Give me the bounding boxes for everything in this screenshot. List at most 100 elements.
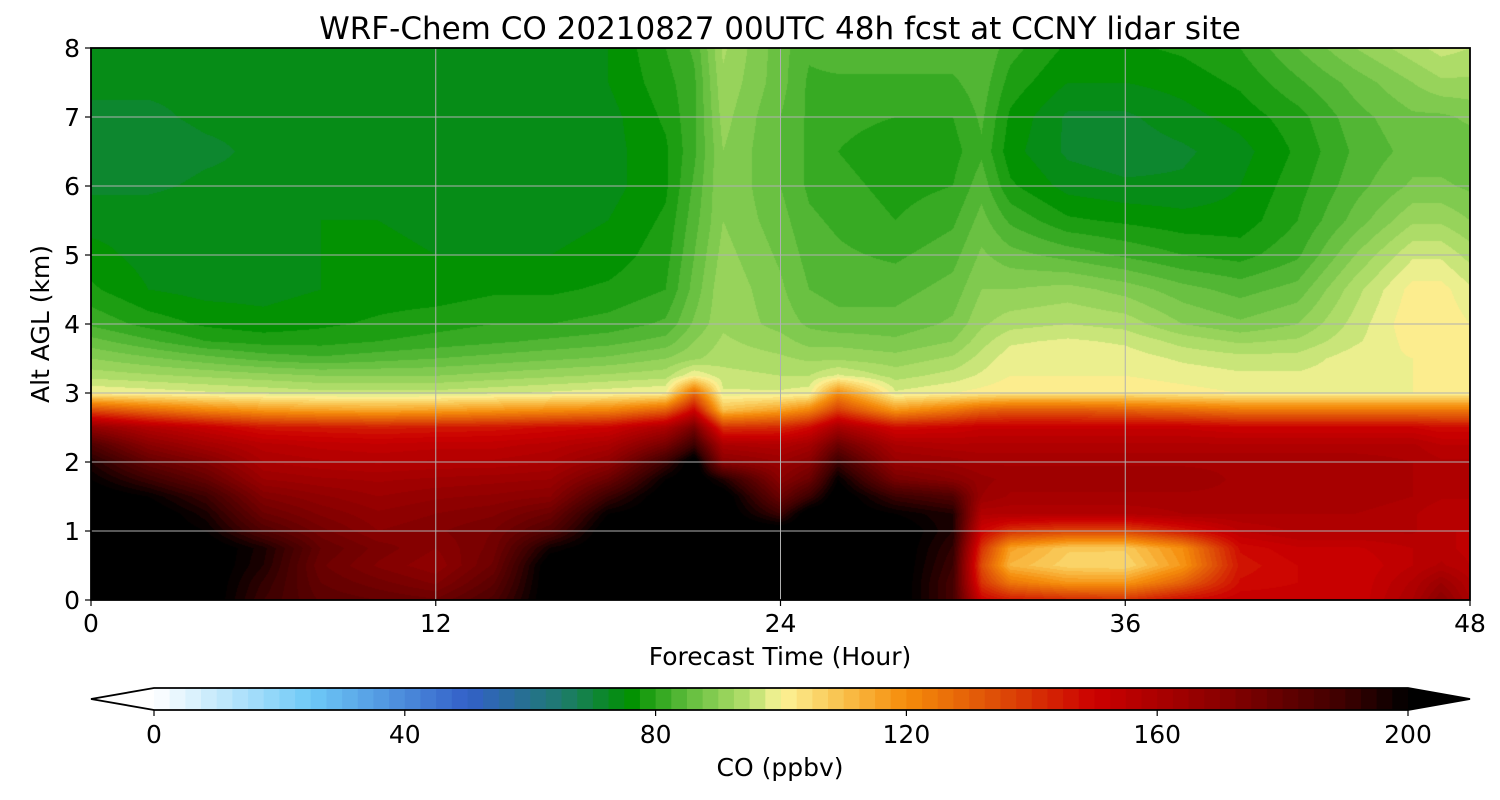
colorbar-bin [1360,688,1378,710]
colorbar-bin [1172,688,1190,710]
colorbar: 0 40 80 120 160 200 [90,687,1471,749]
colorbar-bin [655,688,672,710]
colorbar-bin [859,688,876,710]
colorbar-bin [1157,688,1174,710]
colorbar-bin [812,688,829,710]
colorbar-bin [953,688,970,710]
y-tick-label: 8 [64,34,80,63]
x-tick-label: 12 [420,609,452,638]
colorbar-bin [577,688,594,710]
colorbar-bin [279,688,296,710]
colorbar-bin [1345,688,1362,710]
colorbar-bin [1329,688,1346,710]
colorbar-bin [875,688,892,710]
colorbar-bin [906,688,923,710]
y-tick-label: 0 [64,586,80,615]
colorbar-bin [686,688,704,710]
colorbar-bin [1298,688,1315,710]
x-axis-label: Forecast Time (Hour) [649,642,912,671]
colorbar-tick-label: 120 [883,720,931,749]
colorbar-bin [1376,688,1393,710]
colorbar-bin [1235,688,1252,710]
colorbar-bin [1188,688,1205,710]
colorbar-bin [922,688,939,710]
colorbar-bin [1000,688,1017,710]
colorbar-bin [1282,688,1299,710]
colorbar-bin [1125,688,1143,710]
colorbar-bin [1392,688,1409,710]
y-tick-label: 5 [64,241,80,270]
y-axis-label: Alt AGL (km) [26,245,55,403]
colorbar-bin [969,688,986,710]
colorbar-tick-label: 40 [389,720,421,749]
colorbar-bin [890,688,907,710]
colorbar-bin [467,688,484,710]
colorbar-bin [357,688,375,710]
colorbar-bin [185,688,202,710]
colorbar-bin [561,688,578,710]
colorbar-label: CO (ppbv) [717,753,844,782]
colorbar-bin [1141,688,1158,710]
colorbar-bin [843,688,860,710]
colorbar-bin [1094,688,1111,710]
x-axis: 0 12 24 36 48 [83,600,1486,638]
colorbar-bin [201,688,218,710]
colorbar-bin [1063,688,1080,710]
colorbar-bin [702,688,719,710]
colorbar-bin [1047,688,1064,710]
colorbar-bin [498,688,516,710]
colorbar-bin [232,688,249,710]
colorbar-bin [639,688,657,710]
colorbar-bin [530,688,547,710]
colorbar-bin [248,688,265,710]
colorbar-bin [154,688,171,710]
colorbar-bin [1016,688,1033,710]
colorbar-bin [326,688,343,710]
colorbar-bin [545,688,563,710]
colorbar-bin [765,688,782,710]
colorbar-extend-max [1408,688,1470,710]
colorbar-bin [342,688,359,710]
colorbar-bin [1266,688,1284,710]
colorbar-bin [1078,688,1096,710]
colorbar-bin [733,688,751,710]
colorbar-bin [1219,688,1237,710]
colorbar-extend-min [91,688,154,710]
colorbar-bin [1031,688,1049,710]
colorbar-bin [389,688,406,710]
colorbar-bin [451,688,469,710]
colorbar-bin [608,688,625,710]
y-axis: 0 1 2 3 4 5 6 7 8 [64,34,91,615]
y-tick-label: 6 [64,172,80,201]
colorbar-bin [295,688,312,710]
colorbar-bin [436,688,453,710]
colorbar-bin [263,688,280,710]
colorbar-bin [781,688,798,710]
y-tick-label: 2 [64,448,80,477]
y-tick-label: 7 [64,103,80,132]
colorbar-bin [1251,688,1268,710]
colorbar-bin [718,688,735,710]
colorbar-bin [937,688,955,710]
colorbar-bin [1313,688,1331,710]
colorbar-bin [749,688,766,710]
colorbar-bin [671,688,688,710]
grid [91,48,1470,600]
chart-title: WRF-Chem CO 20210827 00UTC 48h fcst at C… [319,11,1241,47]
colorbar-bin [984,688,1002,710]
colorbar-bin [514,688,531,710]
colorbar-bin [169,688,186,710]
colorbar-bin [1204,688,1221,710]
x-tick-label: 0 [83,609,99,638]
colorbar-bin [404,688,422,710]
colorbar-bin [420,688,437,710]
colorbar-bin [373,688,390,710]
colorbar-bin [796,688,813,710]
colorbar-bin [1110,688,1127,710]
colorbar-tick-label: 160 [1133,720,1181,749]
colorbar-bin [483,688,500,710]
colorbar-bin [828,688,845,710]
colorbar-bin [624,688,641,710]
y-tick-label: 1 [64,517,80,546]
